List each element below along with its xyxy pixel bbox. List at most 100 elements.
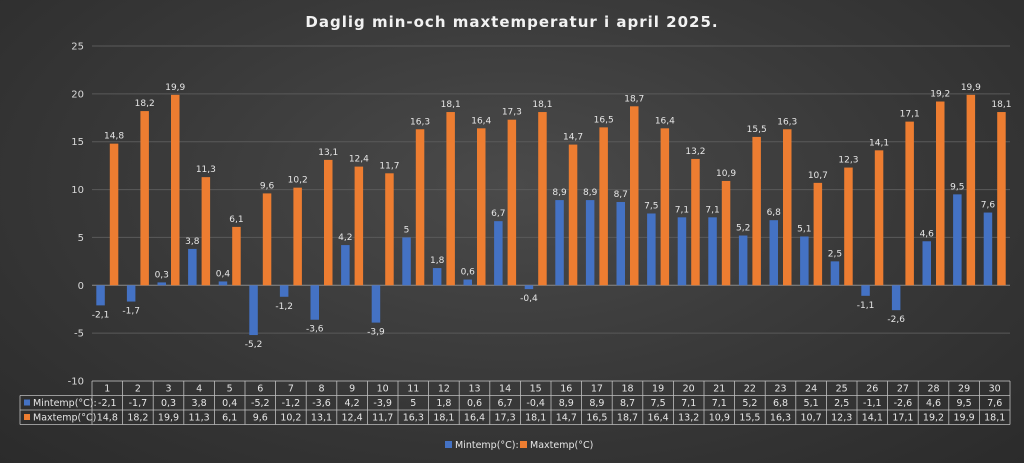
table-cell: 0,4 <box>222 398 237 409</box>
table-cell: -5,2 <box>251 398 270 409</box>
table-cell: 15,5 <box>739 413 760 424</box>
table-cell: 18,1 <box>433 413 454 424</box>
table-cell: -2,1 <box>98 398 117 409</box>
y-tick-label: 15 <box>71 137 84 148</box>
table-cell: 8,7 <box>620 398 635 409</box>
min-data-label: 9,5 <box>950 182 964 192</box>
max-bar <box>385 173 394 286</box>
table-header-cell: 18 <box>621 384 633 395</box>
table-cell: -1,2 <box>282 398 301 409</box>
min-bar <box>279 285 289 297</box>
min-data-label: 5,2 <box>736 224 750 234</box>
table-cell: 7,1 <box>712 398 727 409</box>
table-swatch-max <box>24 414 30 420</box>
table-cell: 16,3 <box>770 413 791 424</box>
table-header-cell: 29 <box>958 384 970 395</box>
min-data-label: 8,7 <box>614 190 628 200</box>
max-data-label: 11,7 <box>379 161 399 171</box>
table-header-cell: 5 <box>227 384 233 395</box>
min-bar <box>616 202 625 286</box>
min-bar <box>585 200 595 286</box>
table-header-cell: 26 <box>866 384 878 395</box>
table-cell: 3,8 <box>192 398 207 409</box>
table-cell: 10,9 <box>709 413 730 424</box>
table-cell: 6,7 <box>498 398 513 409</box>
max-bar <box>874 150 884 286</box>
max-bar <box>721 180 731 286</box>
table-cell: 19,2 <box>923 413 944 424</box>
min-data-label: 7,1 <box>705 205 719 215</box>
min-data-label: 0,6 <box>461 268 476 278</box>
min-bar <box>249 285 258 336</box>
table-header-cell: 4 <box>196 384 202 395</box>
min-bar <box>922 241 931 286</box>
table-header-cell: 9 <box>349 384 355 395</box>
max-data-label: 16,3 <box>777 117 797 127</box>
max-bar <box>936 101 945 286</box>
table-cell: 4,2 <box>345 398 360 409</box>
min-bar <box>341 245 350 286</box>
max-bar <box>630 106 639 286</box>
max-data-label: 15,5 <box>747 125 767 135</box>
table-header-cell: 3 <box>165 384 171 395</box>
max-data-label: 12,4 <box>349 155 369 165</box>
max-bar <box>568 144 578 286</box>
max-bar <box>232 226 241 286</box>
table-header-cell: 15 <box>530 384 542 395</box>
table-cell: 16,5 <box>586 413 607 424</box>
table-header-cell: 24 <box>805 384 817 395</box>
min-data-label: -1,1 <box>857 301 875 311</box>
max-bar <box>446 112 455 286</box>
max-bar <box>783 129 792 286</box>
table-header-cell: 30 <box>989 384 1001 395</box>
min-bar <box>310 285 319 320</box>
table-series-name-min: Mintemp(°C): <box>33 398 97 409</box>
table-cell: 12,3 <box>831 413 852 424</box>
table-header-cell: 7 <box>288 384 294 395</box>
min-data-label: 5 <box>404 225 410 235</box>
y-axis: -10 -5 0 5 10 15 20 25 <box>68 42 84 388</box>
table-cell: 7,1 <box>681 398 696 409</box>
table-header-cell: 22 <box>744 384 756 395</box>
max-data-label: 18,1 <box>532 100 552 110</box>
max-data-label: 10,7 <box>808 171 828 181</box>
min-data-label: -0,4 <box>520 294 538 304</box>
min-bar <box>708 217 717 286</box>
table-cell: 6,1 <box>222 413 237 424</box>
table-header-cell: 25 <box>836 384 848 395</box>
min-bar <box>769 220 778 286</box>
table-cell: 14,8 <box>97 413 118 424</box>
table-cell: -3,9 <box>373 398 392 409</box>
min-data-label: 1,8 <box>430 256 445 266</box>
legend-swatch-max <box>520 441 527 448</box>
min-bar <box>983 212 993 286</box>
table-cell: -2,6 <box>894 398 913 409</box>
min-data-label: 7,1 <box>675 205 689 215</box>
max-data-label: 13,1 <box>318 148 338 158</box>
y-tick-label: 20 <box>71 89 84 100</box>
max-bar <box>997 112 1006 286</box>
max-bar <box>140 111 149 286</box>
max-data-label: 18,7 <box>624 94 644 104</box>
table-cell: 0,3 <box>161 398 176 409</box>
table-header-cell: 11 <box>407 384 419 395</box>
table-cell: 9,5 <box>957 398 972 409</box>
min-data-label: 4,2 <box>338 233 352 243</box>
min-data-label: -2,6 <box>887 315 905 325</box>
min-data-label: 7,5 <box>644 202 658 212</box>
min-data-label: 2,5 <box>828 249 842 259</box>
legend: Mintemp(°C): Maxtemp(°C) <box>445 440 593 451</box>
max-bar <box>966 94 976 286</box>
max-data-label: 11,3 <box>196 165 216 175</box>
table-cell: 10,2 <box>280 413 301 424</box>
max-data-label: 6,1 <box>229 215 243 225</box>
min-data-label: -2,1 <box>92 310 110 320</box>
max-bar <box>813 182 823 286</box>
bars <box>96 94 1006 336</box>
table-header-cell: 13 <box>468 384 480 395</box>
table-cell: 13,2 <box>678 413 699 424</box>
max-bar <box>507 119 517 286</box>
max-data-label: 10,9 <box>716 169 736 179</box>
min-bar <box>371 285 381 323</box>
